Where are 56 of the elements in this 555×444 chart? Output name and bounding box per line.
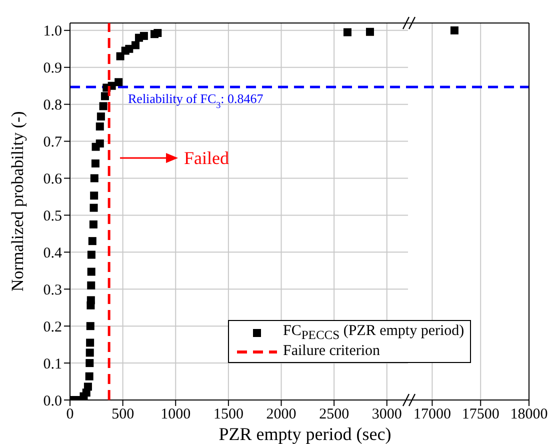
point [87, 250, 96, 259]
y-tick-label: 0.2 [43, 319, 62, 336]
point [131, 41, 140, 50]
x-tick-label: 0 [66, 406, 74, 423]
point [366, 28, 374, 36]
y-tick-label: 0.8 [43, 98, 62, 114]
point [89, 220, 98, 228]
y-tick-label: 0.7 [43, 134, 62, 151]
point [100, 92, 109, 100]
x-tick-label: 3000 [372, 406, 402, 423]
point [125, 44, 134, 53]
y-tick-label: 0.9 [43, 60, 62, 77]
point [90, 174, 98, 182]
point [96, 112, 105, 121]
point [91, 159, 100, 168]
point [90, 204, 98, 212]
x-tick-label: 17500 [462, 406, 500, 423]
y-tick-label: 0.6 [43, 172, 62, 188]
point [154, 28, 162, 37]
y-axis-title: Normalized probability (-) [8, 111, 28, 292]
point [86, 338, 94, 347]
annotation: Failed [184, 148, 229, 168]
point [84, 382, 92, 391]
x-tick-label: 18000 [510, 406, 548, 423]
point [88, 237, 96, 246]
x-tick-label: 1500 [213, 406, 244, 423]
y-tick-label: 0.4 [43, 245, 62, 262]
point [86, 348, 94, 357]
point [86, 359, 94, 368]
point [99, 102, 108, 110]
point [116, 52, 124, 60]
x-tick-label: 2000 [266, 406, 296, 423]
ref-line-label: Reliability of FC$_{3}$: 0.8467 [128, 91, 264, 110]
x-tick-label: 17000 [413, 406, 451, 423]
point [96, 122, 104, 130]
y-tick-label: 1.0 [43, 24, 62, 40]
x-tick-label: 1000 [160, 406, 191, 423]
y-tick-label: 0.5 [43, 208, 62, 225]
y-tick-label: 0.1 [43, 356, 62, 372]
point [343, 28, 352, 36]
legend-label: FC$_{PECCS}$ (PZR empty period) [283, 323, 464, 342]
legend-label: Failure criterion [283, 343, 380, 359]
point [96, 139, 104, 148]
point [90, 192, 98, 200]
x-tick-label: 500 [112, 406, 134, 423]
point [114, 78, 123, 86]
point [86, 296, 95, 304]
x-tick-label: 2500 [319, 406, 350, 423]
point [85, 372, 94, 380]
x-axis-title: PZR empty period (sec) [218, 424, 392, 444]
point [87, 268, 96, 276]
y-tick-label: 0.3 [43, 282, 62, 298]
y-tick-label: 0.0 [43, 393, 62, 410]
point [86, 322, 94, 330]
point [87, 281, 96, 290]
point [140, 32, 148, 40]
